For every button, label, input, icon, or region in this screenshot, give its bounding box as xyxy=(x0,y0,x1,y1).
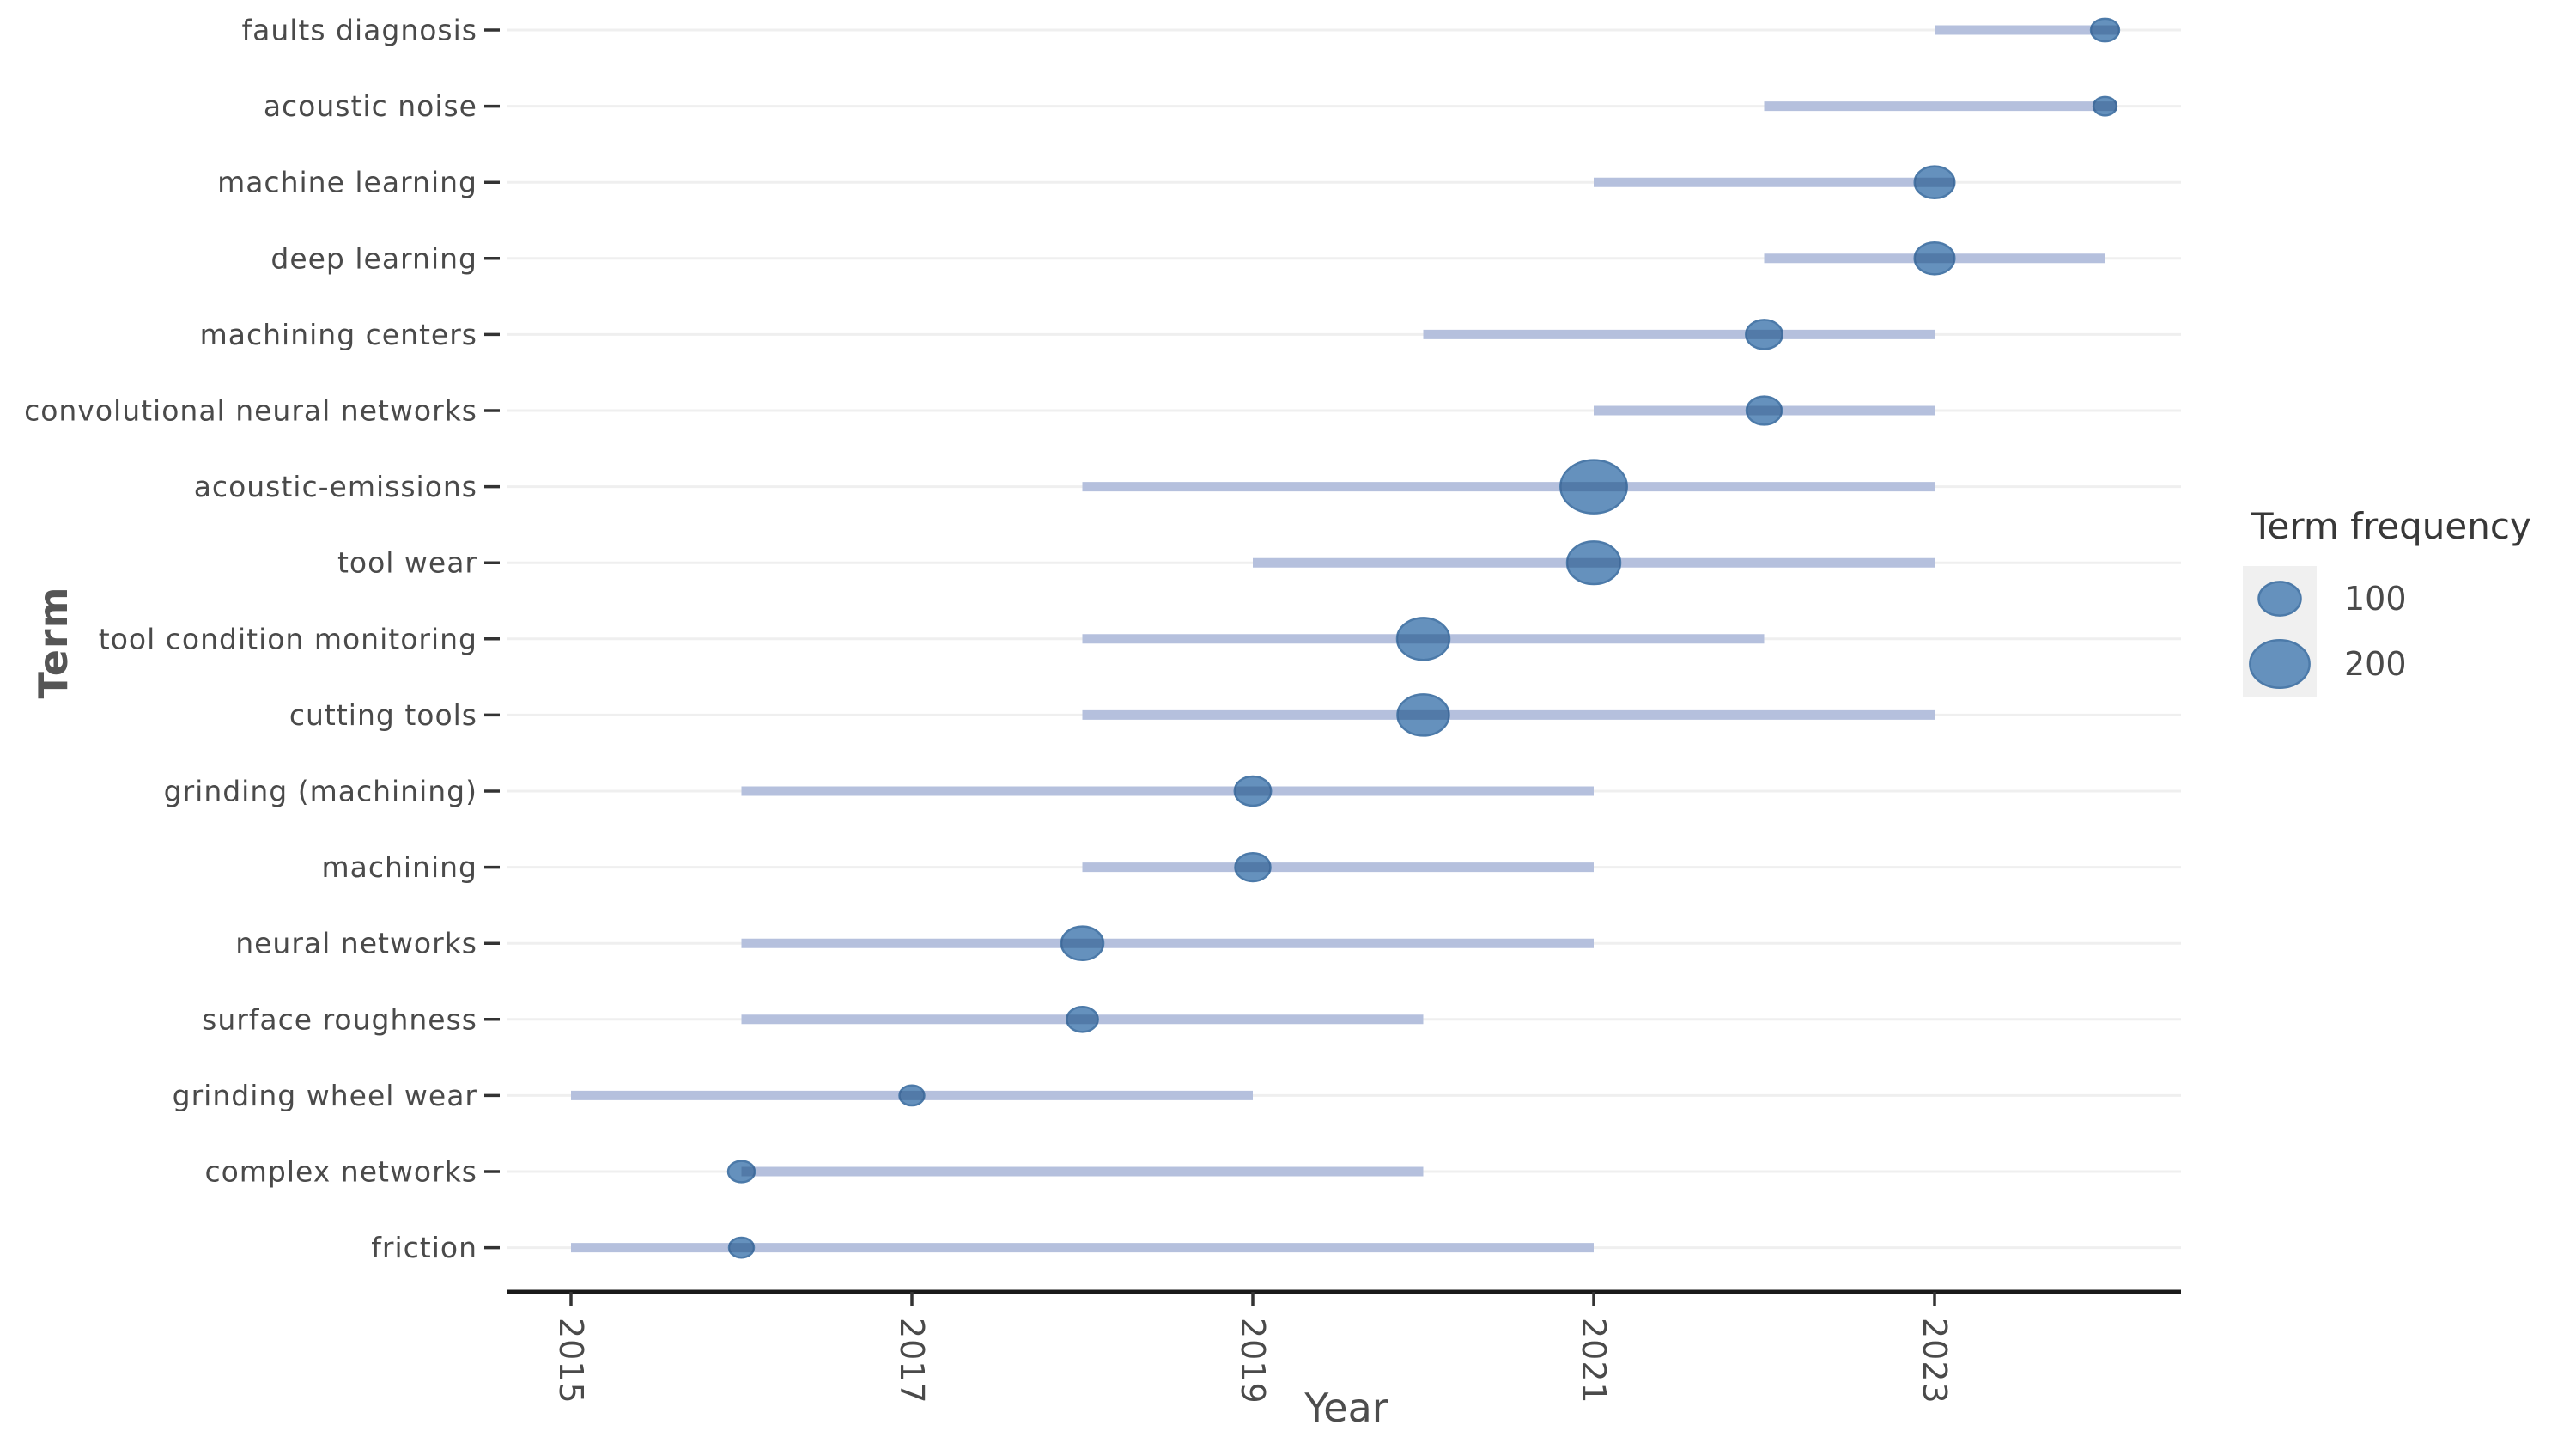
y-axis-label: neural networks xyxy=(235,927,477,960)
term-bubble xyxy=(1745,319,1783,350)
legend-bubble-icon xyxy=(2257,581,2302,617)
legend-items: 100 200 xyxy=(2243,566,2569,697)
y-axis-label: grinding wheel wear xyxy=(173,1079,477,1112)
y-axis-label: convolutional neural networks xyxy=(24,394,477,428)
y-axis-label: tool condition monitoring xyxy=(99,622,477,655)
x-tick-label: 2015 xyxy=(552,1318,590,1404)
legend-item: 100 xyxy=(2243,566,2569,631)
term-bubble xyxy=(898,1084,926,1107)
legend-label: 200 xyxy=(2344,645,2407,683)
term-bubble xyxy=(1913,165,1956,200)
legend-bubble xyxy=(2249,639,2311,689)
y-axis-label: tool wear xyxy=(337,546,477,580)
legend-key-swatch xyxy=(2243,631,2317,697)
legend-item: 200 xyxy=(2243,631,2569,697)
term-bubble xyxy=(1233,775,1273,807)
y-axis-label: friction xyxy=(371,1231,477,1264)
term-bubble xyxy=(1234,851,1272,883)
legend-bubble xyxy=(2257,581,2302,617)
term-bubble xyxy=(1913,241,1956,276)
term-bubble xyxy=(1396,693,1450,737)
y-axis-label: acoustic noise xyxy=(264,89,477,123)
x-tick-label: 2017 xyxy=(893,1318,931,1404)
term-bubble xyxy=(1565,540,1622,586)
legend: Term frequency 100 200 xyxy=(2243,505,2569,697)
y-axis-label: machining xyxy=(321,850,477,884)
term-bubble xyxy=(1559,459,1628,515)
y-axis-label: machine learning xyxy=(217,166,477,199)
y-axis-label: surface roughness xyxy=(202,1002,477,1036)
x-tick-label: 2019 xyxy=(1234,1318,1272,1404)
term-bubble xyxy=(727,1236,756,1259)
legend-key-swatch xyxy=(2243,566,2317,631)
term-bubble xyxy=(1745,395,1783,426)
y-axis-label: deep learning xyxy=(270,241,477,275)
y-axis-label: complex networks xyxy=(204,1155,477,1189)
legend-label: 100 xyxy=(2344,580,2407,618)
x-tick-label: 2021 xyxy=(1575,1318,1613,1404)
term-bubble xyxy=(2089,17,2121,43)
y-axis-title: Term xyxy=(30,586,76,699)
legend-title: Term frequency xyxy=(2251,505,2531,547)
x-axis-title: Year xyxy=(1304,1385,1388,1431)
term-bubble xyxy=(726,1160,756,1184)
y-axis-label: machining centers xyxy=(200,318,477,351)
y-axis-label: acoustic-emissions xyxy=(194,470,477,503)
term-bubble xyxy=(1060,925,1105,962)
x-tick-label: 2023 xyxy=(1916,1318,1953,1404)
y-axis-label: faults diagnosis xyxy=(242,14,478,47)
term-bubble xyxy=(2092,95,2118,117)
legend-bubble-icon xyxy=(2249,639,2311,689)
term-bubble xyxy=(1066,1006,1099,1033)
y-axis-label: cutting tools xyxy=(289,698,477,732)
term-bubble xyxy=(1395,617,1451,661)
y-axis-label: grinding (machining) xyxy=(164,775,477,808)
